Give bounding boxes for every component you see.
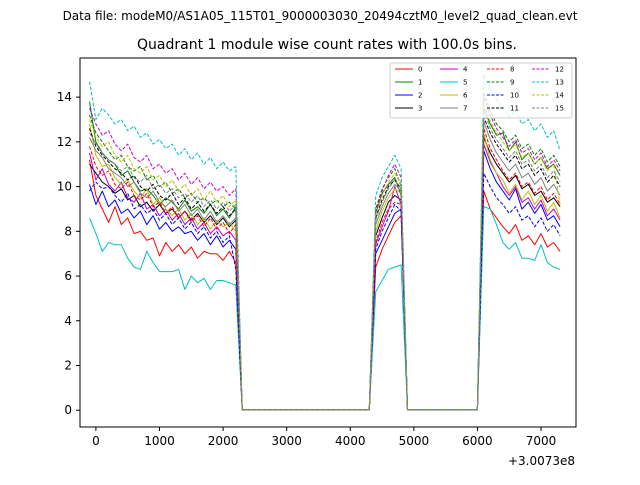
x-axis-offset-label: +3.0073e8 [508,454,575,468]
y-tick-label: 2 [64,359,72,373]
legend-entry-1: 1 [395,79,422,87]
legend-label: 12 [555,66,564,74]
plot-frame [79,57,577,428]
y-tick-label: 14 [57,90,72,104]
series-line-13 [89,74,561,411]
x-tick-label: 3000 [271,434,302,448]
series-line-14 [89,103,561,411]
x-tick-label: 0 [92,434,100,448]
legend-label: 10 [510,92,519,100]
legend-label: 2 [418,92,422,100]
plot-background [80,58,576,427]
legend-label: 14 [555,92,564,100]
legend-label: 15 [555,105,564,113]
series-line-15 [89,110,561,411]
legend-entry-4: 4 [440,66,468,74]
y-axis: 0 2 4 6 8 10 12 14 [57,90,80,417]
legend-label: 1 [418,79,422,87]
y-tick-label: 12 [57,135,72,149]
legend-label: 5 [463,79,467,87]
legend-entry-9: 9 [487,79,514,87]
x-tick-label: 1000 [144,434,175,448]
legend-label: 8 [510,66,514,74]
chart-suptitle: Data file: modeM0/AS1A05_115T01_90000030… [63,9,578,23]
x-tick-label: 2000 [208,434,239,448]
x-tick-label: 7000 [526,434,557,448]
legend-label: 3 [418,105,422,113]
legend-entry-7: 7 [440,105,467,113]
x-tick-label: 6000 [462,434,493,448]
legend-entry-12: 12 [532,66,564,74]
plot-area [79,57,577,428]
legend-entry-15: 15 [532,105,564,113]
legend-label: 7 [463,105,467,113]
legend-entry-6: 6 [440,92,468,100]
legend-label: 13 [555,79,564,87]
x-tick-label: 5000 [399,434,430,448]
y-tick-label: 6 [64,269,72,283]
legend-entry-13: 13 [532,79,564,87]
x-axis: 0 1000 2000 3000 4000 5000 6000 7000 [92,427,556,448]
y-tick-label: 10 [57,180,72,194]
legend-entry-14: 14 [532,92,564,100]
chart-title: Quadrant 1 module wise count rates with … [137,37,517,53]
legend-entry-11: 11 [487,105,519,113]
legend-frame [389,62,573,119]
legend-label: 9 [510,79,514,87]
legend-label: 0 [418,66,422,74]
y-tick-label: 4 [64,314,72,328]
series-line-10 [89,172,561,411]
y-tick-label: 0 [64,403,72,417]
legend-entry-2: 2 [395,92,422,100]
y-tick-label: 8 [64,224,72,238]
legend-entry-5: 5 [440,79,467,87]
legend-entry-3: 3 [395,105,422,113]
legend-label: 4 [463,66,468,74]
legend-label: 11 [510,105,519,113]
legend-entry-0: 0 [395,66,422,74]
legend-label: 6 [463,92,468,100]
legend-entry-8: 8 [487,66,514,74]
series-group [89,74,561,411]
legend-entry-10: 10 [487,92,519,100]
x-tick-label: 4000 [335,434,366,448]
